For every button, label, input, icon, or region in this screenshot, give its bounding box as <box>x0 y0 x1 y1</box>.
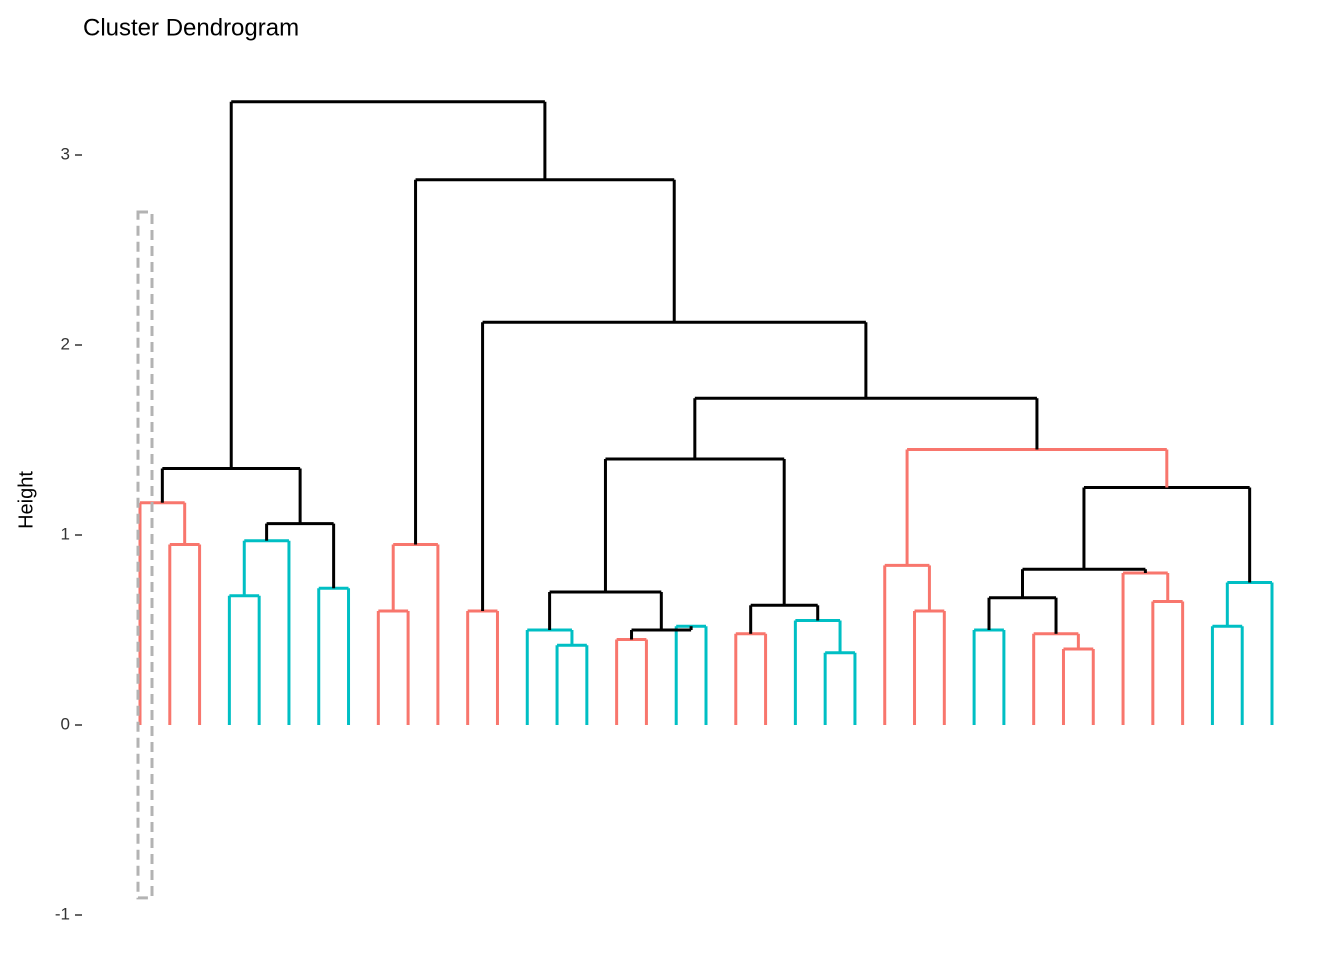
y-tick-label: 2 <box>61 334 70 353</box>
chart-title: Cluster Dendrogram <box>83 14 299 41</box>
y-tick-label: 0 <box>61 714 70 733</box>
y-tick-label: 1 <box>61 524 70 543</box>
cluster-rect <box>136 210 154 900</box>
y-tick-label: -1 <box>55 904 70 923</box>
y-axis-label: Height <box>15 471 37 529</box>
y-tick-label: 3 <box>61 144 70 163</box>
